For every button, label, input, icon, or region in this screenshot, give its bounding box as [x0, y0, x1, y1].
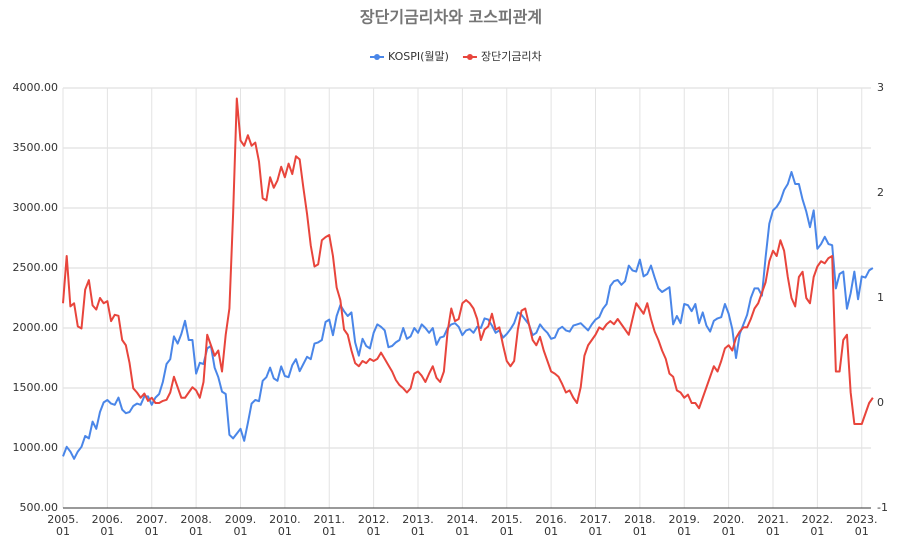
- x-tick-label: 2022. 01: [801, 513, 834, 538]
- x-tick-label: 2015. 01: [491, 513, 523, 538]
- x-tick-label: 2013. 01: [402, 513, 434, 538]
- y-tick-label: 1000.00: [13, 441, 59, 454]
- chart-title: 장단기금리차와 코스피관계: [360, 8, 542, 27]
- legend-dot: [466, 54, 473, 60]
- y-tick-label: 4000.00: [13, 81, 59, 94]
- x-tick-label: 2010. 01: [269, 513, 301, 538]
- y2-tick-label: 3: [877, 81, 884, 94]
- x-tick-label: 2009. 01: [224, 513, 257, 538]
- legend-dot: [374, 54, 380, 60]
- y2-tick-label: -1: [877, 501, 888, 514]
- x-tick-label: 2016. 01: [535, 513, 567, 538]
- y-tick-label: 2500.00: [13, 261, 59, 274]
- line-series: [62, 97, 874, 425]
- x-tick-label: 2019. 01: [668, 513, 701, 538]
- x-tick-label: 2011. 01: [313, 513, 346, 538]
- x-tick-label: 2020. 01: [712, 513, 745, 538]
- legend-label: KOSPI(월말): [388, 50, 449, 63]
- y-tick-label: 1500.00: [13, 381, 59, 394]
- x-tick-label: 2006. 01: [91, 513, 124, 538]
- x-tick-label: 2014. 01: [446, 513, 479, 538]
- y2-tick-label: 1: [877, 291, 884, 304]
- y2-tick-label: 2: [877, 186, 884, 199]
- x-tick-label: 2012. 01: [357, 513, 390, 538]
- y-tick-label: 3500.00: [13, 141, 59, 154]
- y-tick-label: 3000.00: [13, 201, 59, 214]
- x-tick-label: 2005. 01: [47, 513, 79, 538]
- x-tick-label: 2008. 01: [180, 513, 212, 538]
- y2-tick-label: 0: [877, 396, 884, 409]
- y-tick-label: 2000.00: [13, 321, 59, 334]
- legend-label: 장단기금리차: [481, 50, 542, 63]
- x-tick-label: 2007. 01: [136, 513, 168, 538]
- y-tick-label: 500.00: [20, 501, 59, 514]
- x-tick-label: 2017. 01: [579, 513, 612, 538]
- x-tick-label: 2023. 01: [846, 513, 878, 538]
- x-tick-label: 2018. 01: [624, 513, 656, 538]
- x-tick-label: 2021. 01: [757, 513, 789, 538]
- line-series: [62, 171, 874, 460]
